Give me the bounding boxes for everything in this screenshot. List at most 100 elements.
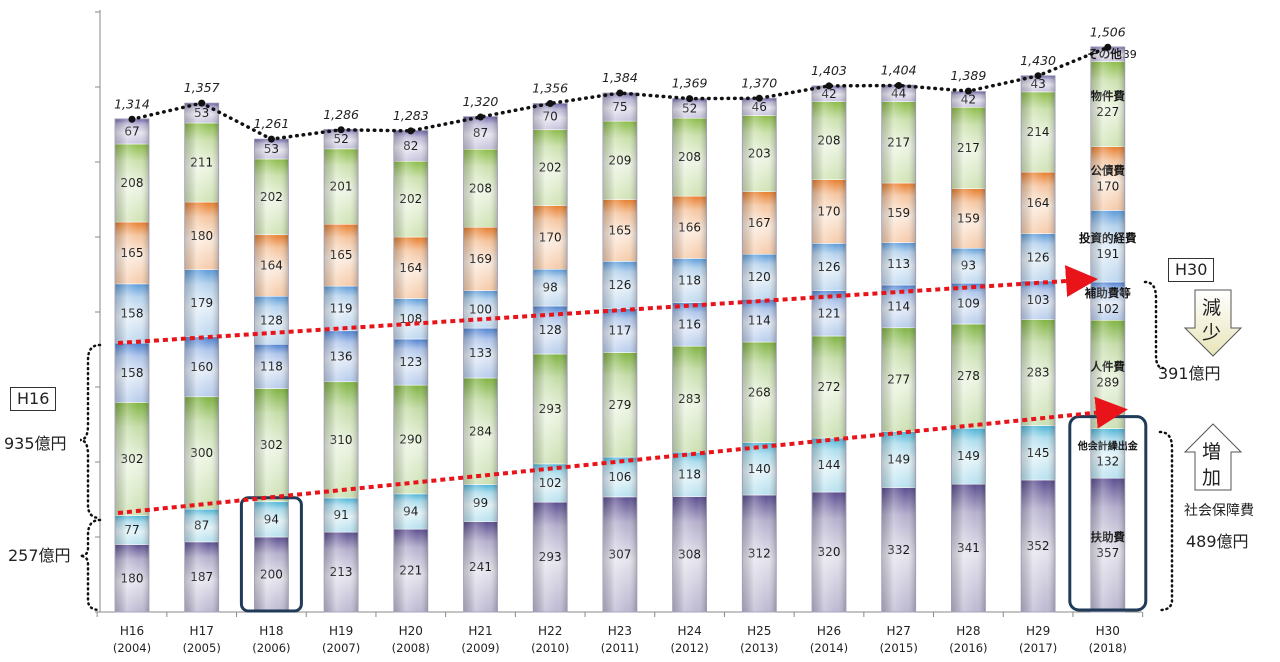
segment-name-label: 人件費	[1091, 359, 1126, 373]
segment-value-label: 99	[473, 496, 488, 510]
segment-value-label: 293	[539, 550, 562, 564]
bar-stack: 扶助費 357 他会計繰出金 132 人件費 289 補助費等 102 投資的経費 191 公債費 1…	[1077, 46, 1139, 613]
total-point	[267, 135, 275, 143]
segment-value-label: 180	[121, 571, 144, 585]
bar-stack: 307 106 279 117 126 165 209 75	[602, 92, 638, 613]
segment-value-label: 179	[190, 296, 213, 310]
total-label: 1,430	[1020, 53, 1056, 68]
segment-value-label: 118	[678, 467, 701, 481]
segment-name-label: 物件費	[1091, 89, 1126, 103]
x-tick-label: H21	[468, 624, 492, 638]
total-label: 1,283	[393, 108, 429, 123]
segment-value-label: 94	[403, 505, 418, 519]
bar-stack: 187 87 300 160 179 180 211 53	[184, 102, 220, 613]
segment-value-label: 357	[1096, 546, 1119, 560]
segment-value-label: 202	[399, 192, 422, 206]
segment-value-label: 126	[1027, 250, 1050, 264]
bar-stack: 312 140 268 114 120 167 203 46	[741, 97, 777, 613]
segment-value-label: 77	[124, 523, 139, 537]
segment-value-label: 145	[1027, 446, 1050, 460]
segment-value-label: 302	[260, 438, 283, 452]
segment-value-label: 114	[748, 314, 771, 328]
x-tick-label: H22	[538, 624, 562, 638]
segment-value-label: 307	[608, 547, 631, 561]
segment-name-label: 他会計繰出金	[1077, 439, 1139, 452]
segment-value-label: 191	[1096, 247, 1119, 261]
segment-value-label: 39	[1123, 48, 1137, 61]
segment-value-label: 102	[1096, 302, 1119, 316]
x-tick-sublabel: (2010)	[531, 641, 569, 655]
increase-char-1: 増	[1202, 441, 1222, 463]
segment-value-label: 140	[748, 462, 771, 476]
segment-value-label: 217	[957, 141, 980, 155]
h16-lower-amount: 257億円	[8, 546, 71, 565]
x-tick-label: H27	[887, 624, 911, 638]
segment-value-label: 221	[399, 564, 422, 578]
x-tick-sublabel: (2012)	[670, 641, 708, 655]
total-label: 1,357	[184, 80, 220, 95]
segment-value-label: 149	[957, 449, 980, 463]
x-tick-label: H26	[817, 624, 841, 638]
segment-value-label: 277	[887, 373, 910, 387]
segment-value-label: 164	[399, 261, 422, 275]
segment-value-label: 272	[818, 380, 841, 394]
segment-value-label: 180	[190, 229, 213, 243]
segment-value-label: 53	[194, 106, 209, 120]
total-point	[895, 82, 903, 89]
segment-value-label: 159	[957, 211, 980, 225]
segment-value-label: 164	[1027, 196, 1050, 210]
segment-value-label: 46	[752, 100, 767, 114]
total-point	[477, 113, 484, 121]
segment-value-label: 284	[469, 424, 492, 438]
segment-value-label: 106	[608, 470, 631, 484]
segment-value-label: 209	[608, 153, 631, 167]
segment-value-label: 119	[330, 301, 353, 315]
bar-segment	[1090, 477, 1126, 613]
segment-value-label: 208	[818, 134, 841, 148]
segment-value-label: 290	[399, 433, 422, 447]
bar-stack: 308 118 283 116 118 166 208 52	[672, 98, 707, 613]
segment-value-label: 87	[473, 126, 488, 140]
segment-value-label: 300	[190, 446, 213, 460]
total-label: 1,261	[254, 116, 290, 131]
bar-stack: 241 99 284 133 100 169 208 87	[463, 116, 498, 613]
x-tick-label: H28	[956, 624, 980, 638]
decrease-arrow-icon	[1183, 289, 1243, 357]
segment-value-label: 102	[539, 476, 562, 490]
segment-value-label: 164	[260, 259, 283, 273]
segment-value-label: 213	[330, 565, 353, 579]
total-label: 1,403	[811, 63, 847, 78]
total-point	[128, 115, 136, 123]
segment-name-label: 公債費	[1091, 164, 1126, 178]
total-point	[1104, 43, 1112, 51]
segment-value-label: 70	[543, 110, 558, 124]
total-point	[686, 95, 694, 103]
total-label: 1,369	[672, 76, 708, 91]
segment-value-label: 123	[399, 355, 422, 369]
segment-value-label: 136	[330, 349, 353, 363]
segment-value-label: 187	[190, 570, 213, 584]
segment-value-label: 121	[818, 306, 841, 320]
x-tick-label: H23	[608, 624, 632, 638]
h30-box-label: H30	[1168, 258, 1215, 282]
total-point	[1034, 72, 1042, 80]
segment-value-label: 203	[748, 147, 771, 161]
decrease-char-2: 少	[1202, 322, 1222, 344]
decrease-char-1: 減	[1202, 297, 1222, 319]
h16-upper-amount: 935億円	[4, 434, 67, 453]
totals: 1,314 1,357 1,261 1,286 1,283 1,320 1,356 1,384…	[114, 24, 1126, 143]
x-tick-label: H29	[1026, 624, 1050, 638]
h16-box-label: H16	[10, 387, 57, 411]
segment-value-label: 144	[818, 458, 841, 472]
segment-value-label: 310	[330, 433, 353, 447]
increase-label: 社会保障費	[1184, 503, 1254, 519]
segment-value-label: 149	[887, 453, 910, 467]
segment-value-label: 214	[1027, 125, 1050, 139]
segment-value-label: 268	[748, 385, 771, 399]
x-labels: H16 (2004) H17 (2005) H18 (2006) H19 (2007) H20 (…	[113, 624, 1127, 655]
segment-name-label: 扶助費	[1091, 530, 1126, 544]
bar-stack: 200 94 302 118 128 164 202 53	[253, 138, 289, 613]
